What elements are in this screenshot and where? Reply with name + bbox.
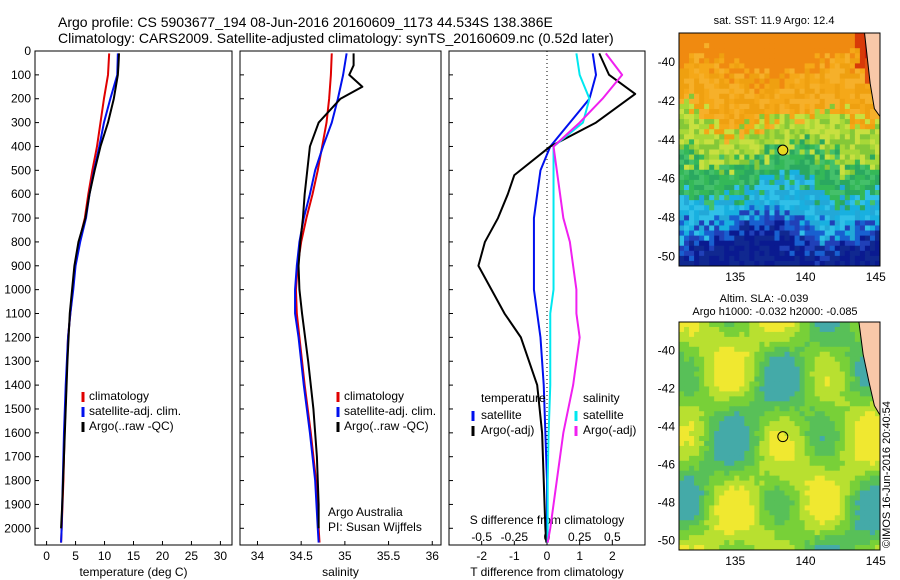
- map-y-tick-label: -46: [658, 458, 676, 472]
- map-y-tick-label: -48: [658, 210, 676, 224]
- legend-entry: Argo(..raw -QC): [89, 419, 174, 433]
- x-tick-label: 5: [72, 549, 79, 563]
- depth-tick-label: 1500: [4, 402, 31, 416]
- map-x-tick-label: 140: [795, 554, 815, 568]
- top-x-tick-label: 0.5: [604, 530, 621, 544]
- series-line-argo-raw-qc-: [60, 53, 121, 529]
- legend-entry: Argo(-adj): [583, 423, 636, 437]
- depth-tick-label: 1100: [5, 307, 31, 321]
- annotation-text: PI: Susan Wijffels: [328, 520, 422, 534]
- depth-tick-label: 200: [11, 92, 31, 106]
- x-axis-label: temperature (deg C): [79, 565, 187, 579]
- legend-entry: Argo(..raw -QC): [344, 419, 429, 433]
- series-line-argo-raw-qc-: [297, 53, 364, 529]
- legend-entry: climatology: [89, 389, 149, 403]
- x-tick-label: 2: [609, 549, 616, 563]
- x-tick-label: 34: [251, 549, 265, 563]
- depth-tick-label: 1900: [4, 497, 31, 511]
- chart-title-line2: Climatology: CARS2009. Satellite-adjuste…: [58, 30, 614, 46]
- x-tick-label: 20: [156, 549, 170, 563]
- map-y-tick-label: -50: [658, 249, 676, 263]
- map-title-line: Argo h1000: -0.032 h2000: -0.085: [692, 306, 857, 318]
- legend-entry: climatology: [344, 389, 404, 403]
- map-y-tick-label: -46: [658, 172, 676, 186]
- depth-tick-label: 1200: [4, 330, 31, 344]
- x-tick-label: -1: [509, 549, 520, 563]
- top-x-tick-label: 0.25: [568, 530, 592, 544]
- map-x-tick-label: 145: [866, 554, 886, 568]
- map-y-tick-label: -40: [658, 55, 676, 69]
- map-panel-2: [678, 321, 881, 551]
- x-axis-label: salinity: [322, 565, 359, 579]
- depth-tick-label: 500: [11, 163, 31, 177]
- depth-tick-label: 1400: [4, 378, 31, 392]
- map-x-tick-label: 135: [725, 270, 745, 284]
- depth-tick-label: 1300: [4, 354, 31, 368]
- depth-tick-label: 2000: [4, 521, 31, 535]
- depth-tick-label: 0: [24, 44, 31, 58]
- map-x-tick-label: 140: [795, 270, 815, 284]
- map-x-tick-label: 145: [866, 270, 886, 284]
- depth-tick-label: 700: [11, 211, 31, 225]
- map-x-tick-label: 135: [725, 554, 745, 568]
- depth-tick-label: 800: [11, 235, 31, 249]
- x-tick-label: 35.5: [377, 549, 401, 563]
- depth-tick-label: 300: [11, 116, 31, 130]
- depth-tick-label: 1800: [4, 474, 31, 488]
- map-y-tick-label: -42: [658, 94, 676, 108]
- map-y-tick-label: -50: [658, 534, 676, 548]
- map-y-tick-label: -42: [658, 382, 676, 396]
- x-tick-label: 30: [214, 549, 228, 563]
- legend-entry: satellite-adj. clim.: [89, 404, 181, 418]
- series-line-satellite-adj-clim-: [294, 53, 348, 543]
- top-x-tick-label: -0.5: [471, 530, 492, 544]
- annotation-text: Argo Australia: [328, 505, 403, 519]
- legend-title: temperature: [481, 391, 546, 405]
- depth-tick-label: 1700: [4, 450, 31, 464]
- map-title: sat. SST: 11.9 Argo: 12.4: [714, 15, 835, 27]
- x-tick-label: 34.5: [289, 549, 313, 563]
- map-frame: [678, 32, 881, 267]
- depth-tick-label: 400: [11, 139, 31, 153]
- depth-tick-label: 1600: [4, 426, 31, 440]
- map-y-tick-label: -44: [658, 133, 676, 147]
- depth-tick-label: 1000: [4, 283, 31, 297]
- series-line-argo-adj-: [477, 52, 637, 543]
- x-tick-label: 0: [544, 549, 551, 563]
- map-frame: [678, 321, 881, 551]
- panel-frame-1: [34, 50, 233, 546]
- depth-tick-label: 600: [11, 187, 31, 201]
- map-panel-1: [678, 32, 881, 267]
- map-title-line: Altim. SLA: -0.039: [720, 293, 809, 305]
- map-y-tick-label: -40: [658, 344, 676, 358]
- top-x-tick-label: -0.25: [501, 530, 529, 544]
- legend-entry: Argo(-adj): [481, 423, 534, 437]
- argo-location-marker: [777, 144, 789, 156]
- argo-location-marker: [777, 431, 789, 443]
- depth-tick-label: 100: [11, 68, 31, 82]
- series-line-argo-adj-salinity-: [546, 52, 624, 543]
- x-tick-label: 10: [98, 549, 112, 563]
- x-tick-label: 36: [426, 549, 440, 563]
- panel-frame-2: [239, 50, 442, 546]
- map-y-tick-label: -48: [658, 496, 676, 510]
- x-tick-label: 25: [185, 549, 199, 563]
- series-line-satellite: [532, 53, 597, 543]
- depth-tick-label: 900: [11, 259, 31, 273]
- x-tick-label: 0: [43, 549, 50, 563]
- legend-entry: satellite: [481, 408, 522, 422]
- map-y-tick-label: -44: [658, 420, 676, 434]
- x-tick-label: 35: [338, 549, 352, 563]
- legend-entry: satellite: [583, 408, 624, 422]
- credit-label: ©IMOS 16-Jun-2016 20:40:54: [881, 401, 893, 548]
- x-tick-label: -2: [476, 549, 487, 563]
- legend-entry: satellite-adj. clim.: [344, 404, 436, 418]
- chart-title-line1: Argo profile: CS 5903677_194 08-Jun-2016…: [58, 14, 553, 30]
- x-tick-label: 15: [127, 549, 141, 563]
- x-tick-label: 1: [576, 549, 583, 563]
- legend-title: salinity: [583, 391, 620, 405]
- x-axis-label: T difference from climatology: [470, 565, 624, 579]
